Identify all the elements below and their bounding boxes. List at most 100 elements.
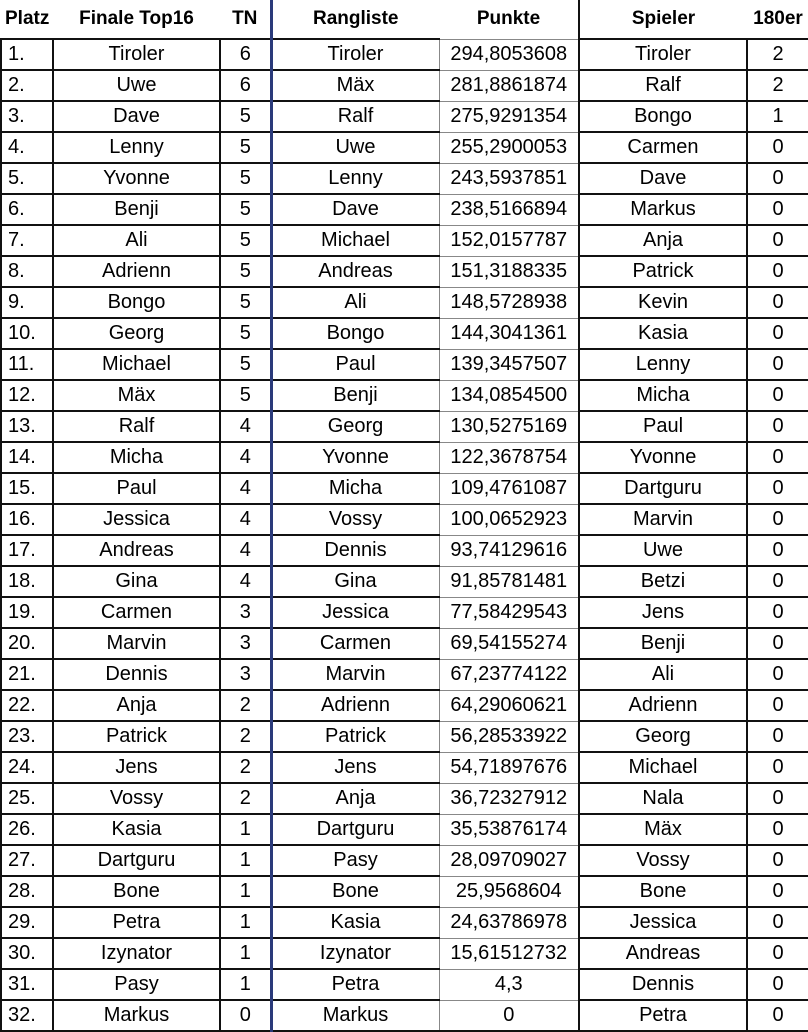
- cell-rangliste[interactable]: Dennis: [269, 534, 439, 566]
- cell-tn[interactable]: 5: [219, 100, 271, 132]
- cell-rangliste[interactable]: Adrienn: [269, 689, 439, 721]
- cell-180er[interactable]: 0: [746, 255, 808, 287]
- cell-spieler[interactable]: Nala: [578, 782, 747, 814]
- cell-180er[interactable]: 0: [746, 565, 808, 597]
- cell-platz[interactable]: 15.: [0, 472, 53, 504]
- cell-platz[interactable]: 19.: [0, 596, 53, 628]
- cell-180er[interactable]: 0: [746, 224, 808, 256]
- cell-platz[interactable]: 8.: [0, 255, 53, 287]
- cell-180er[interactable]: 0: [746, 968, 808, 1000]
- cell-platz[interactable]: 10.: [0, 317, 53, 349]
- cell-tn[interactable]: 1: [219, 937, 271, 969]
- cell-spieler[interactable]: Dave: [578, 162, 747, 194]
- cell-spieler[interactable]: Yvonne: [578, 441, 747, 473]
- cell-finale-top16[interactable]: Bongo: [52, 286, 220, 318]
- cell-platz[interactable]: 14.: [0, 441, 53, 473]
- cell-spieler[interactable]: Michael: [578, 751, 747, 783]
- cell-180er[interactable]: 0: [746, 286, 808, 318]
- cell-rangliste[interactable]: Mäx: [269, 69, 439, 101]
- cell-180er[interactable]: 0: [746, 720, 808, 752]
- cell-spieler[interactable]: Kasia: [578, 317, 747, 349]
- cell-tn[interactable]: 1: [219, 968, 271, 1000]
- cell-spieler[interactable]: Ali: [578, 658, 747, 690]
- cell-tn[interactable]: 1: [219, 875, 271, 907]
- cell-tn[interactable]: 5: [219, 162, 271, 194]
- cell-tn[interactable]: 5: [219, 131, 271, 163]
- cell-180er[interactable]: 0: [746, 937, 808, 969]
- cell-spieler[interactable]: Micha: [578, 379, 747, 411]
- cell-punkte[interactable]: 109,4761087: [438, 472, 579, 504]
- cell-tn[interactable]: 4: [219, 503, 271, 535]
- cell-180er[interactable]: 0: [746, 627, 808, 659]
- cell-rangliste[interactable]: Micha: [269, 472, 439, 504]
- cell-punkte[interactable]: 35,53876174: [438, 813, 579, 845]
- cell-rangliste[interactable]: Dartguru: [269, 813, 439, 845]
- cell-rangliste[interactable]: Benji: [269, 379, 439, 411]
- cell-punkte[interactable]: 36,72327912: [438, 782, 579, 814]
- cell-finale-top16[interactable]: Jens: [52, 751, 220, 783]
- cell-platz[interactable]: 29.: [0, 906, 53, 938]
- cell-spieler[interactable]: Markus: [578, 193, 747, 225]
- cell-punkte[interactable]: 122,3678754: [438, 441, 579, 473]
- cell-spieler[interactable]: Paul: [578, 410, 747, 442]
- cell-rangliste[interactable]: Ralf: [269, 100, 439, 132]
- cell-rangliste[interactable]: Lenny: [269, 162, 439, 194]
- cell-finale-top16[interactable]: Lenny: [52, 131, 220, 163]
- cell-spieler[interactable]: Uwe: [578, 534, 747, 566]
- cell-finale-top16[interactable]: Ralf: [52, 410, 220, 442]
- cell-tn[interactable]: 4: [219, 565, 271, 597]
- cell-rangliste[interactable]: Gina: [269, 565, 439, 597]
- cell-spieler[interactable]: Mäx: [578, 813, 747, 845]
- cell-platz[interactable]: 21.: [0, 658, 53, 690]
- cell-punkte[interactable]: 152,0157787: [438, 224, 579, 256]
- cell-finale-top16[interactable]: Uwe: [52, 69, 220, 101]
- cell-rangliste[interactable]: Paul: [269, 348, 439, 380]
- cell-rangliste[interactable]: Georg: [269, 410, 439, 442]
- cell-finale-top16[interactable]: Jessica: [52, 503, 220, 535]
- cell-platz[interactable]: 30.: [0, 937, 53, 969]
- cell-finale-top16[interactable]: Marvin: [52, 627, 220, 659]
- cell-tn[interactable]: 5: [219, 317, 271, 349]
- cell-180er[interactable]: 0: [746, 131, 808, 163]
- cell-tn[interactable]: 4: [219, 441, 271, 473]
- cell-platz[interactable]: 25.: [0, 782, 53, 814]
- cell-spieler[interactable]: Bone: [578, 875, 747, 907]
- cell-finale-top16[interactable]: Pasy: [52, 968, 220, 1000]
- cell-finale-top16[interactable]: Anja: [52, 689, 220, 721]
- cell-spieler[interactable]: Betzi: [578, 565, 747, 597]
- cell-rangliste[interactable]: Pasy: [269, 844, 439, 876]
- cell-platz[interactable]: 5.: [0, 162, 53, 194]
- cell-rangliste[interactable]: Petra: [269, 968, 439, 1000]
- cell-180er[interactable]: 0: [746, 689, 808, 721]
- cell-rangliste[interactable]: Izynator: [269, 937, 439, 969]
- cell-finale-top16[interactable]: Kasia: [52, 813, 220, 845]
- cell-platz[interactable]: 32.: [0, 999, 53, 1032]
- cell-finale-top16[interactable]: Dave: [52, 100, 220, 132]
- cell-spieler[interactable]: Lenny: [578, 348, 747, 380]
- cell-tn[interactable]: 1: [219, 906, 271, 938]
- cell-180er[interactable]: 0: [746, 348, 808, 380]
- cell-punkte[interactable]: 139,3457507: [438, 348, 579, 380]
- cell-punkte[interactable]: 4,3: [438, 968, 579, 1000]
- cell-spieler[interactable]: Tiroler: [578, 38, 747, 70]
- cell-platz[interactable]: 7.: [0, 224, 53, 256]
- cell-180er[interactable]: 0: [746, 596, 808, 628]
- cell-rangliste[interactable]: Andreas: [269, 255, 439, 287]
- cell-punkte[interactable]: 25,9568604: [438, 875, 579, 907]
- cell-finale-top16[interactable]: Markus: [52, 999, 220, 1032]
- cell-tn[interactable]: 5: [219, 193, 271, 225]
- cell-finale-top16[interactable]: Benji: [52, 193, 220, 225]
- cell-rangliste[interactable]: Uwe: [269, 131, 439, 163]
- cell-tn[interactable]: 4: [219, 410, 271, 442]
- cell-finale-top16[interactable]: Bone: [52, 875, 220, 907]
- cell-spieler[interactable]: Petra: [578, 999, 747, 1032]
- cell-180er[interactable]: 0: [746, 379, 808, 411]
- cell-platz[interactable]: 12.: [0, 379, 53, 411]
- cell-punkte[interactable]: 281,8861874: [438, 69, 579, 101]
- cell-punkte[interactable]: 69,54155274: [438, 627, 579, 659]
- cell-rangliste[interactable]: Jessica: [269, 596, 439, 628]
- cell-180er[interactable]: 0: [746, 782, 808, 814]
- cell-180er[interactable]: 0: [746, 162, 808, 194]
- cell-spieler[interactable]: Kevin: [578, 286, 747, 318]
- cell-finale-top16[interactable]: Michael: [52, 348, 220, 380]
